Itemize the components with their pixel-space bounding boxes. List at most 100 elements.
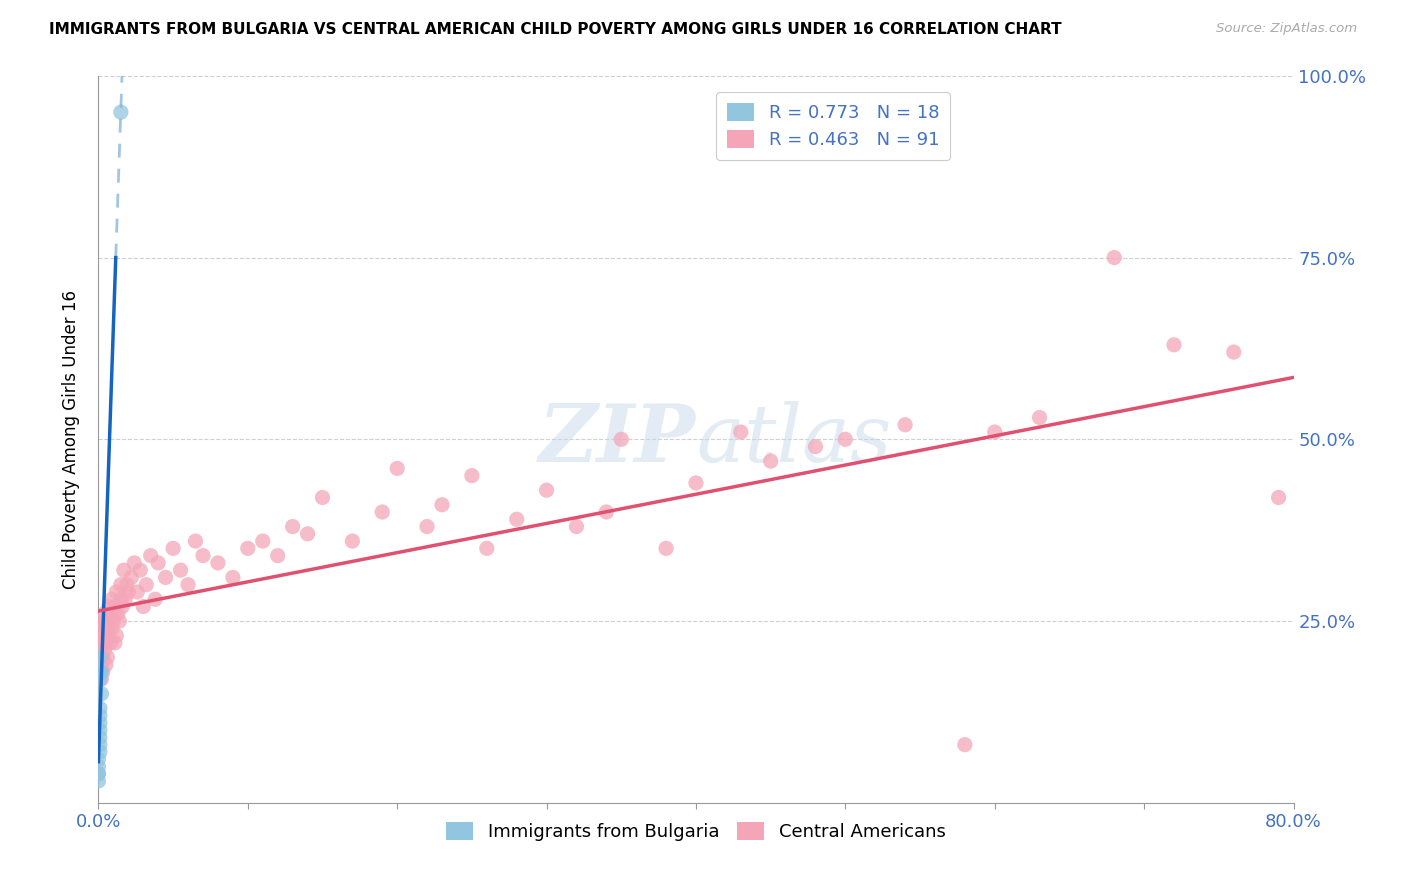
Point — [93, 643, 115, 657]
Point — [89, 672, 111, 686]
Point — [90, 665, 112, 679]
Point — [101, 621, 124, 635]
Point — [1267, 491, 1289, 505]
Point — [105, 629, 128, 643]
Point — [90, 687, 112, 701]
Point — [267, 549, 290, 563]
Point — [87, 766, 110, 780]
Point — [342, 534, 364, 549]
Point — [97, 629, 120, 643]
Point — [953, 738, 976, 752]
Point — [91, 650, 114, 665]
Point — [110, 105, 132, 120]
Point — [565, 519, 588, 533]
Point — [1104, 251, 1126, 265]
Point — [90, 672, 112, 686]
Point — [93, 607, 115, 621]
Point — [685, 475, 707, 490]
Point — [89, 650, 111, 665]
Point — [177, 578, 200, 592]
Point — [120, 570, 142, 584]
Point — [94, 657, 117, 672]
Text: ZIP: ZIP — [538, 401, 696, 478]
Text: Source: ZipAtlas.com: Source: ZipAtlas.com — [1216, 22, 1357, 36]
Point — [89, 636, 111, 650]
Point — [595, 505, 617, 519]
Point — [87, 752, 110, 766]
Point — [89, 650, 111, 665]
Point — [162, 541, 184, 556]
Point — [91, 621, 114, 635]
Point — [115, 578, 138, 592]
Point — [110, 578, 132, 592]
Point — [461, 468, 484, 483]
Point — [98, 607, 122, 621]
Point — [506, 512, 529, 526]
Point — [475, 541, 498, 556]
Point — [96, 650, 118, 665]
Point — [93, 629, 115, 643]
Point — [222, 570, 245, 584]
Point — [655, 541, 678, 556]
Point — [385, 461, 409, 475]
Text: atlas: atlas — [696, 401, 891, 478]
Point — [90, 650, 112, 665]
Point — [730, 425, 752, 439]
Point — [127, 585, 149, 599]
Point — [90, 636, 112, 650]
Point — [97, 599, 120, 614]
Point — [1223, 345, 1246, 359]
Point — [894, 417, 917, 432]
Point — [536, 483, 558, 498]
Point — [236, 541, 259, 556]
Point — [759, 454, 782, 468]
Point — [89, 701, 111, 715]
Point — [101, 592, 124, 607]
Point — [96, 621, 118, 635]
Point — [834, 432, 856, 446]
Point — [984, 425, 1007, 439]
Point — [1028, 410, 1050, 425]
Point — [89, 665, 111, 679]
Point — [416, 519, 439, 533]
Point — [87, 759, 110, 773]
Point — [91, 636, 114, 650]
Point — [98, 636, 122, 650]
Point — [143, 592, 166, 607]
Point — [89, 715, 111, 730]
Point — [111, 599, 134, 614]
Point — [89, 723, 111, 737]
Point — [117, 585, 139, 599]
Point — [132, 599, 155, 614]
Point — [89, 665, 111, 679]
Point — [89, 643, 111, 657]
Point — [1163, 338, 1185, 352]
Point — [114, 592, 136, 607]
Point — [89, 731, 111, 745]
Point — [155, 570, 177, 584]
Point — [90, 614, 112, 628]
Point — [107, 607, 129, 621]
Point — [139, 549, 162, 563]
Point — [129, 563, 152, 577]
Legend: Immigrants from Bulgaria, Central Americans: Immigrants from Bulgaria, Central Americ… — [439, 814, 953, 848]
Point — [91, 665, 114, 679]
Point — [110, 592, 132, 607]
Point — [124, 556, 146, 570]
Point — [108, 614, 131, 628]
Point — [89, 708, 111, 723]
Point — [104, 636, 127, 650]
Point — [103, 614, 125, 628]
Point — [169, 563, 191, 577]
Point — [311, 491, 333, 505]
Point — [112, 563, 135, 577]
Point — [90, 657, 112, 672]
Point — [430, 498, 453, 512]
Point — [94, 614, 117, 628]
Point — [184, 534, 207, 549]
Point — [371, 505, 394, 519]
Point — [94, 636, 117, 650]
Point — [207, 556, 229, 570]
Point — [148, 556, 170, 570]
Point — [87, 774, 110, 789]
